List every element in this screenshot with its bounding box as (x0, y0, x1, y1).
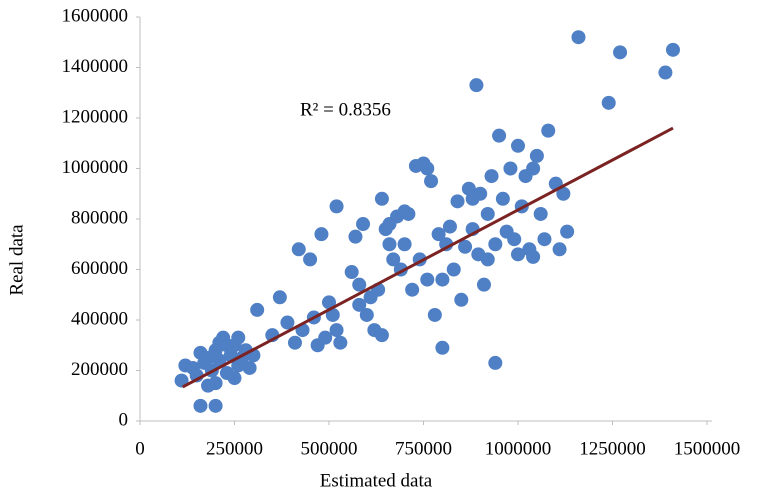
point (427, 307, 442, 322)
point (454, 292, 469, 307)
y-tick-label: 400000 (71, 308, 128, 329)
point (201, 378, 216, 393)
y-tick-label: 200000 (71, 359, 128, 380)
point (318, 330, 333, 345)
point (526, 161, 541, 176)
x-tick-label: 1250000 (579, 438, 646, 459)
point (242, 360, 257, 375)
point (439, 237, 454, 252)
point (533, 206, 548, 221)
y-tick-label: 1400000 (62, 56, 129, 77)
point (405, 282, 420, 297)
y-tick-label: 1000000 (62, 157, 129, 178)
point (352, 297, 367, 312)
x-tick-label: 1000000 (485, 438, 552, 459)
point (193, 398, 208, 413)
point (322, 295, 336, 310)
point (435, 340, 450, 355)
point (484, 169, 499, 184)
point (480, 206, 495, 221)
point (314, 227, 329, 242)
point (348, 229, 363, 244)
point (333, 335, 348, 350)
point (665, 42, 680, 57)
point (356, 217, 371, 232)
annotation: R² = 0.8356 (300, 99, 391, 120)
point (571, 30, 586, 45)
point (511, 247, 525, 262)
x-tick-label: 500000 (301, 438, 358, 459)
point (231, 330, 246, 345)
point (287, 335, 302, 350)
point (601, 95, 616, 110)
point (374, 328, 389, 343)
point (495, 191, 510, 206)
point (511, 138, 525, 153)
point (476, 277, 491, 292)
y-tick-label: 0 (119, 409, 129, 430)
point (450, 194, 465, 209)
point (344, 265, 359, 280)
point (529, 148, 544, 163)
point (503, 161, 518, 176)
point (382, 217, 397, 232)
point (488, 355, 503, 370)
point (420, 161, 435, 176)
point (552, 242, 567, 257)
point (420, 272, 435, 287)
point (250, 302, 265, 317)
point (352, 277, 367, 292)
point (465, 191, 480, 206)
x-tick-label: 250000 (206, 438, 263, 459)
point (526, 249, 541, 264)
point (325, 307, 340, 322)
y-axis-title: Real data (6, 224, 27, 296)
point (442, 219, 457, 234)
point (469, 78, 484, 93)
point (507, 232, 522, 247)
y-tick-label: 800000 (71, 207, 128, 228)
point (435, 272, 450, 287)
point (424, 174, 439, 189)
point (329, 323, 344, 338)
point (458, 239, 473, 254)
x-axis-title: Estimated data (320, 470, 433, 491)
point (397, 237, 412, 252)
point (492, 128, 507, 143)
point (431, 227, 446, 242)
point (272, 290, 287, 305)
point (613, 45, 628, 60)
point (227, 371, 242, 386)
point (374, 191, 389, 206)
x-tick-label: 750000 (395, 438, 452, 459)
y-tick-label: 1600000 (62, 5, 129, 26)
point (480, 252, 495, 267)
point (303, 252, 318, 267)
point (488, 237, 503, 252)
point (359, 307, 374, 322)
point (386, 252, 401, 267)
point (212, 335, 227, 350)
point (280, 315, 295, 330)
x-tick-label: 0 (135, 438, 145, 459)
y-tick-label: 600000 (71, 258, 128, 279)
point (329, 199, 344, 214)
point (382, 237, 397, 252)
point (541, 123, 556, 138)
point (446, 262, 461, 277)
x-tick-label: 1500000 (674, 438, 741, 459)
point (658, 65, 673, 80)
point (212, 353, 227, 368)
y-tick-label: 1200000 (62, 106, 129, 127)
point (537, 232, 552, 247)
point (401, 206, 416, 221)
point (291, 242, 306, 257)
point (208, 398, 223, 413)
trendline (182, 126, 674, 389)
point (556, 186, 571, 201)
point (560, 224, 575, 239)
